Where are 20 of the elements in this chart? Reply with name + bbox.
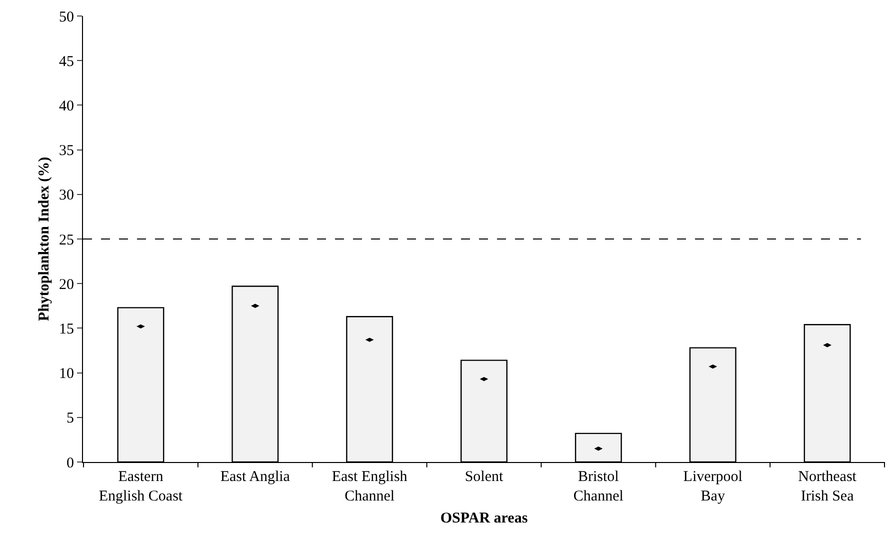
- x-tick-label: Liverpool Bay: [683, 469, 742, 504]
- y-tick-label: 0: [66, 455, 74, 472]
- x-tick-label: East Anglia: [220, 469, 290, 485]
- x-tick-label: Bristol Channel: [573, 469, 624, 504]
- y-tick-label: 45: [59, 54, 74, 70]
- x-tick-label: Northeast Irish Sea: [798, 469, 858, 504]
- y-tick-label: 15: [59, 321, 74, 338]
- x-tick-label: Eastern English Coast: [98, 469, 184, 504]
- x-axis-title: OSPAR areas: [440, 510, 528, 526]
- y-tick-label: 25: [59, 232, 74, 248]
- y-tick-label: 35: [59, 143, 74, 160]
- y-tick-label: 10: [59, 366, 74, 382]
- y-tick-label: 20: [59, 276, 74, 293]
- y-tick-label: 50: [59, 9, 74, 26]
- y-tick-label: 30: [59, 188, 74, 204]
- y-axis-title: Phytoplankton Index (%): [36, 156, 52, 322]
- x-tick-label: Solent: [464, 469, 504, 485]
- y-tick-label: 5: [66, 410, 74, 427]
- x-tick-label: East English Channel: [332, 469, 408, 504]
- y-tick-label: 40: [59, 98, 74, 114]
